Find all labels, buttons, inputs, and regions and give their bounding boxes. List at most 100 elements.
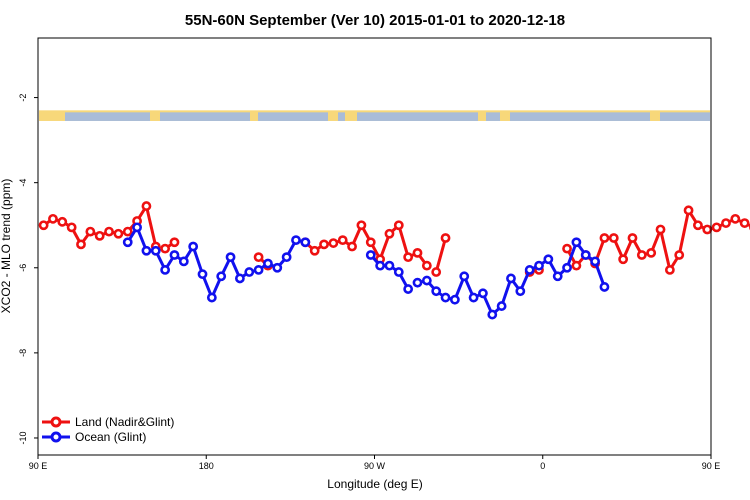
legend-label-ocean: Ocean (Glint)	[75, 430, 146, 444]
data-point	[188, 241, 199, 252]
data-point	[562, 243, 572, 254]
data-point	[122, 226, 133, 237]
data-point	[524, 265, 535, 275]
data-point	[543, 254, 554, 265]
data-point	[76, 239, 86, 250]
data-point	[646, 247, 657, 258]
x-tick-label: 180	[199, 461, 214, 471]
data-point	[85, 226, 96, 237]
data-point	[38, 220, 49, 231]
legend: Land (Nadir&Glint) Ocean (Glint)	[42, 415, 174, 444]
data-point	[356, 220, 367, 231]
data-point	[608, 233, 619, 243]
band-ocean	[510, 112, 650, 121]
data-point	[393, 267, 404, 277]
data-point	[178, 256, 189, 267]
data-point	[291, 235, 301, 246]
band-ocean	[486, 112, 500, 121]
band-ocean	[338, 112, 345, 121]
data-point	[234, 273, 245, 284]
data-point	[431, 267, 442, 277]
data-point	[730, 213, 741, 224]
x-axis: 90 E 180 90 W 0 90 E	[29, 455, 721, 471]
data-point	[319, 239, 329, 250]
data-point	[506, 273, 516, 284]
data-point	[627, 233, 638, 243]
data-point	[393, 220, 404, 231]
data-point	[216, 271, 227, 282]
data-point	[384, 228, 395, 239]
land-ocean-band	[39, 110, 710, 121]
data-point	[150, 245, 161, 256]
y-tick-label: -6	[18, 264, 28, 272]
y-tick-label: -2	[18, 94, 28, 102]
data-point	[636, 250, 647, 260]
data-point	[571, 237, 582, 248]
data-point	[328, 238, 339, 248]
data-point	[562, 262, 572, 273]
legend-marker-ocean	[50, 431, 62, 443]
data-point	[440, 292, 451, 303]
data-point	[365, 237, 376, 248]
data-point	[375, 260, 386, 271]
data-point	[487, 309, 498, 320]
series-land	[38, 201, 750, 277]
data-point	[272, 262, 283, 273]
data-point	[337, 235, 348, 246]
data-point	[169, 237, 180, 248]
data-point	[693, 220, 703, 231]
data-point	[141, 245, 152, 256]
data-point	[412, 277, 423, 288]
data-point	[459, 271, 470, 282]
data-point	[449, 294, 460, 305]
data-point	[197, 269, 208, 280]
data-point	[478, 288, 488, 299]
data-point	[599, 282, 610, 292]
series-line	[565, 208, 750, 272]
data-point	[48, 213, 58, 224]
x-tick-label: 90 W	[364, 461, 386, 471]
data-point	[403, 284, 414, 294]
data-point	[94, 230, 105, 241]
y-axis-label: XCO2 - MLO trend (ppm)	[0, 179, 13, 314]
data-point	[655, 224, 666, 235]
data-point	[281, 252, 292, 263]
data-point	[580, 250, 591, 260]
series-ocean	[122, 222, 610, 320]
data-point	[721, 218, 731, 228]
data-point	[421, 275, 432, 286]
data-point	[309, 245, 320, 256]
data-point	[515, 286, 526, 297]
band-ocean	[357, 112, 478, 121]
data-point	[169, 250, 180, 260]
data-point	[711, 222, 722, 233]
data-point	[253, 252, 264, 263]
data-point	[206, 292, 217, 303]
data-point	[365, 250, 376, 260]
data-point	[431, 286, 442, 297]
x-tick-label: 90 E	[702, 461, 721, 471]
y-tick-label: -4	[18, 179, 28, 187]
data-point	[534, 260, 544, 271]
plot-series	[38, 201, 750, 320]
y-tick-label: -8	[18, 349, 28, 357]
data-point	[225, 252, 236, 263]
data-point	[674, 250, 685, 260]
band-ocean	[160, 112, 250, 121]
data-point	[160, 243, 171, 254]
data-point	[403, 252, 414, 263]
data-point	[683, 205, 694, 216]
data-point	[571, 260, 582, 271]
x-axis-label: Longitude (deg E)	[327, 477, 422, 491]
plot-frame	[37, 37, 712, 456]
data-point	[664, 265, 675, 275]
data-point	[552, 271, 563, 282]
data-point	[496, 301, 507, 311]
data-point	[122, 237, 133, 248]
y-tick-label: -10	[18, 431, 28, 444]
data-point	[468, 292, 479, 303]
data-point	[347, 241, 357, 252]
data-point	[132, 222, 142, 233]
data-point	[104, 226, 114, 237]
